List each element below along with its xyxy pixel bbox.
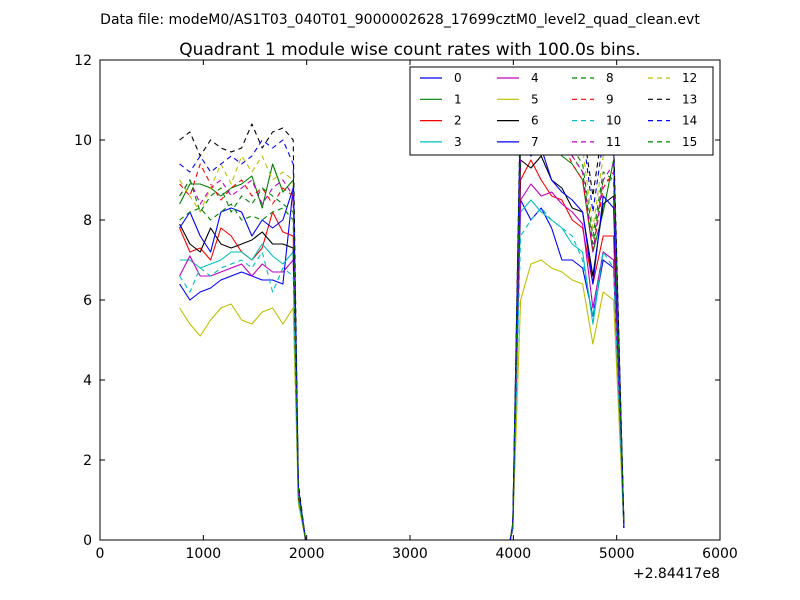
x-tick-label: 6000: [702, 546, 738, 562]
series-line-15: [179, 115, 625, 541]
series-line-8: [179, 115, 625, 541]
legend-label-10: 10: [606, 114, 621, 128]
legend-label-6: 6: [531, 114, 539, 128]
y-tick-label: 2: [83, 453, 92, 469]
legend-label-9: 9: [606, 92, 614, 106]
series-line-1: [179, 119, 625, 541]
series-line-6: [179, 155, 625, 541]
legend-label-13: 13: [682, 92, 697, 106]
legend-label-2: 2: [454, 114, 462, 128]
legend-label-1: 1: [454, 92, 462, 106]
x-tick-label: 3000: [392, 546, 428, 562]
x-tick-label: 1000: [186, 546, 222, 562]
legend-label-4: 4: [531, 71, 539, 85]
y-tick-label: 8: [83, 213, 92, 229]
y-tick-label: 0: [83, 533, 92, 549]
y-tick-label: 12: [74, 53, 92, 69]
legend-label-8: 8: [606, 71, 614, 85]
series-line-2: [179, 159, 625, 541]
x-tick-label: 4000: [496, 546, 532, 562]
legend-label-0: 0: [454, 71, 462, 85]
series-line-10: [179, 207, 625, 541]
series-line-9: [179, 107, 625, 541]
series-line-5: [179, 259, 625, 541]
legend-label-12: 12: [682, 71, 697, 85]
legend-box: [409, 66, 714, 156]
series-line-0: [179, 187, 625, 541]
y-tick-label: 4: [83, 373, 92, 389]
legend-label-5: 5: [531, 92, 539, 106]
y-tick-label: 6: [83, 293, 92, 309]
x-axis-offset-label: +2.84417e8: [633, 566, 720, 582]
chart-title: Quadrant 1 module wise count rates with …: [179, 40, 640, 60]
series-line-12: [179, 99, 625, 541]
series-line-14: [179, 91, 625, 541]
plot-frame: [99, 59, 721, 541]
legend-label-3: 3: [454, 135, 462, 149]
legend-label-11: 11: [606, 135, 621, 149]
legend-label-15: 15: [682, 135, 697, 149]
x-tick-label: 2000: [289, 546, 325, 562]
legend-label-7: 7: [531, 135, 539, 149]
y-tick-label: 10: [74, 133, 92, 149]
series-line-7: [179, 143, 625, 541]
series-line-3: [179, 199, 625, 541]
data-file-label: Data file: modeM0/AS1T03_040T01_90000026…: [100, 12, 700, 28]
x-tick-label: 0: [96, 546, 105, 562]
legend-label-14: 14: [682, 114, 697, 128]
x-tick-label: 5000: [599, 546, 635, 562]
series-line-11: [179, 115, 625, 541]
series-line-4: [179, 183, 625, 541]
